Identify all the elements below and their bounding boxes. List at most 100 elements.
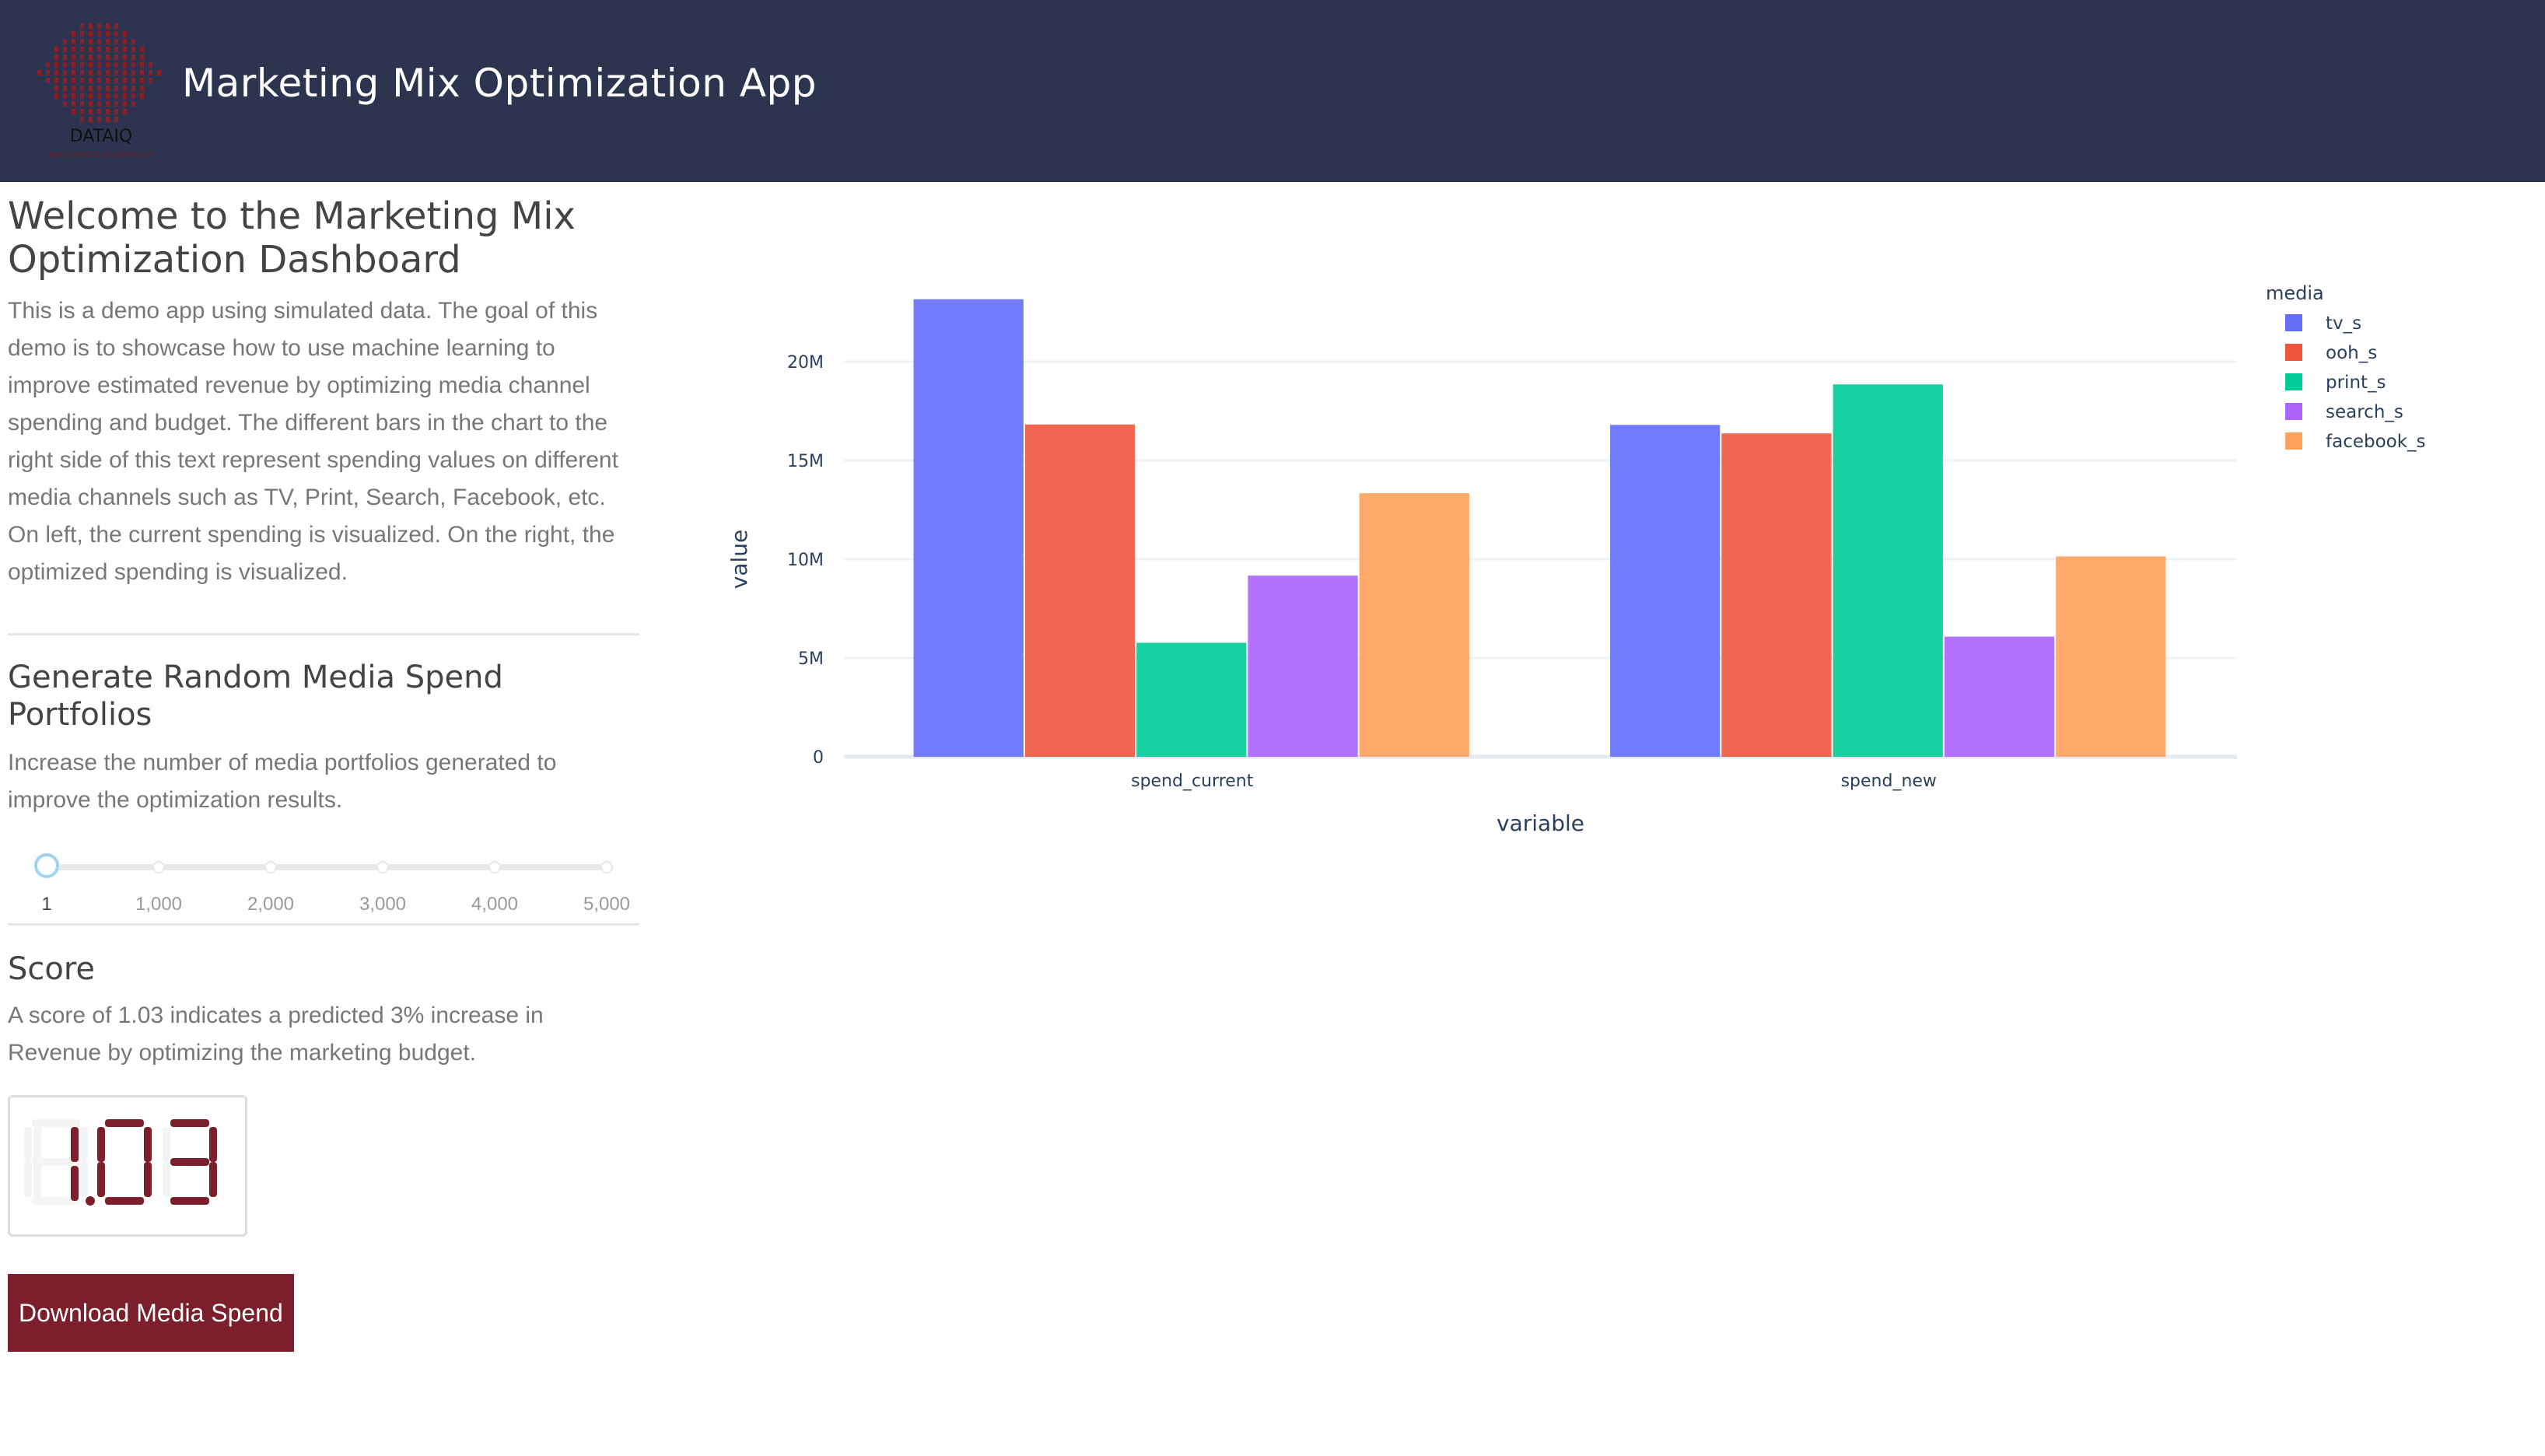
logo-dot	[140, 54, 144, 60]
legend-swatch	[2285, 432, 2302, 450]
logo-dot	[123, 47, 127, 52]
slider-mark-label: 4,000	[471, 894, 519, 915]
slider-mark-dot[interactable]	[152, 861, 165, 873]
led-decimal-point	[86, 1196, 95, 1206]
logo-dot	[63, 39, 67, 44]
slider-mark-dot[interactable]	[264, 861, 277, 873]
y-tick-label: 10M	[787, 551, 824, 570]
logo-dot	[80, 86, 84, 91]
logo-dot	[97, 31, 101, 37]
logo-dot	[80, 23, 84, 29]
logo-dot	[63, 62, 67, 68]
logo-dot	[63, 70, 67, 75]
logo-dot	[72, 109, 75, 114]
logo-dot	[89, 70, 93, 75]
app-title: Marketing Mix Optimization App	[182, 61, 817, 106]
led-segment	[170, 1158, 209, 1166]
legend-item-print_s: print_s	[2326, 373, 2386, 393]
logo-dot	[46, 78, 50, 83]
logo-dot	[63, 54, 67, 60]
slider-mark-dot[interactable]	[376, 861, 389, 873]
logo-dot	[106, 93, 110, 99]
logo-dot	[123, 70, 127, 75]
logo-dot	[97, 23, 101, 29]
divider	[8, 923, 639, 926]
logo-dot	[140, 47, 144, 52]
led-segment	[163, 1127, 170, 1162]
led-segment	[71, 1166, 79, 1201]
download-media-spend-button[interactable]: Download Media Spend	[8, 1274, 294, 1352]
y-tick-label: 20M	[787, 353, 824, 373]
slider-track[interactable]	[47, 864, 607, 870]
x-axis-title: variable	[1497, 810, 1584, 836]
logo-dot	[97, 117, 101, 122]
logo-dot	[131, 70, 135, 75]
logo-dot	[89, 93, 93, 99]
led-segment	[33, 1127, 41, 1162]
led-segment	[80, 1162, 88, 1197]
led-segment	[24, 1127, 32, 1162]
logo-dot	[80, 31, 84, 37]
y-axis-title: value	[726, 530, 752, 589]
led-segment	[32, 1158, 71, 1166]
logo-dot	[89, 117, 93, 122]
logo-dot	[131, 47, 135, 52]
logo-dot	[46, 70, 50, 75]
logo-dot	[140, 93, 144, 99]
logo-dot	[80, 109, 84, 114]
legend-item-ooh_s: ooh_s	[2326, 343, 2377, 363]
generate-text: Increase the number of media portfolios …	[8, 750, 557, 813]
logo-dot	[54, 54, 58, 60]
logo-dot	[72, 54, 75, 60]
logo-dot	[97, 86, 101, 91]
logo-dot	[131, 39, 135, 44]
slider-mark-dot[interactable]	[600, 861, 613, 873]
logo-dot	[89, 39, 93, 44]
led-segment	[170, 1119, 209, 1127]
logo-dot	[114, 39, 118, 44]
bar-search_s-spend_current	[1248, 576, 1358, 757]
logo-dot	[72, 70, 75, 75]
logo-dot	[123, 93, 127, 99]
logo-dot	[123, 109, 127, 114]
logo-dot	[72, 93, 75, 99]
logo-dot	[89, 31, 93, 37]
bar-print_s-spend_current	[1136, 642, 1247, 757]
logo-dot	[72, 39, 75, 44]
logo-dot	[89, 62, 93, 68]
logo-dot	[54, 47, 58, 52]
logo-dot	[72, 86, 75, 91]
led-segment	[209, 1127, 217, 1162]
logo-dot	[106, 31, 110, 37]
logo-dot	[131, 78, 135, 83]
slider-mark-dot[interactable]	[488, 861, 501, 873]
logo-dot	[72, 101, 75, 107]
logo-dot	[97, 109, 101, 114]
slider-handle[interactable]	[34, 853, 59, 878]
bar-tv_s-spend_current	[913, 299, 1024, 758]
logo-dot	[80, 70, 84, 75]
logo-dot	[140, 62, 144, 68]
logo-dot	[123, 54, 127, 60]
score-title: Score	[8, 951, 96, 987]
logo-dot	[89, 23, 93, 29]
logo-dot	[123, 78, 127, 83]
logo-dot	[89, 86, 93, 91]
app-header: DATAIQ DATA SCIENCE CONSULTANCY Marketing…	[0, 0, 2545, 182]
legend-swatch	[2285, 403, 2302, 420]
portfolio-count-slider[interactable]: 1 1,000 2,000 3,000 4,000 5,000	[8, 842, 639, 915]
bar-facebook_s-spend_current	[1359, 493, 1469, 757]
logo-dot	[54, 93, 58, 99]
logo-dot	[106, 54, 110, 60]
logo-dot	[123, 101, 127, 107]
logo-dot	[97, 70, 101, 75]
logo-dot	[97, 101, 101, 107]
legend-title: media	[2266, 282, 2324, 304]
logo-dot	[106, 101, 110, 107]
led-segment	[32, 1119, 71, 1127]
logo-dot	[114, 62, 118, 68]
led-segment	[80, 1127, 88, 1162]
logo-dot	[131, 86, 135, 91]
intro-text: This is a demo app using simulated data.…	[8, 298, 618, 585]
logo-dot	[114, 101, 118, 107]
